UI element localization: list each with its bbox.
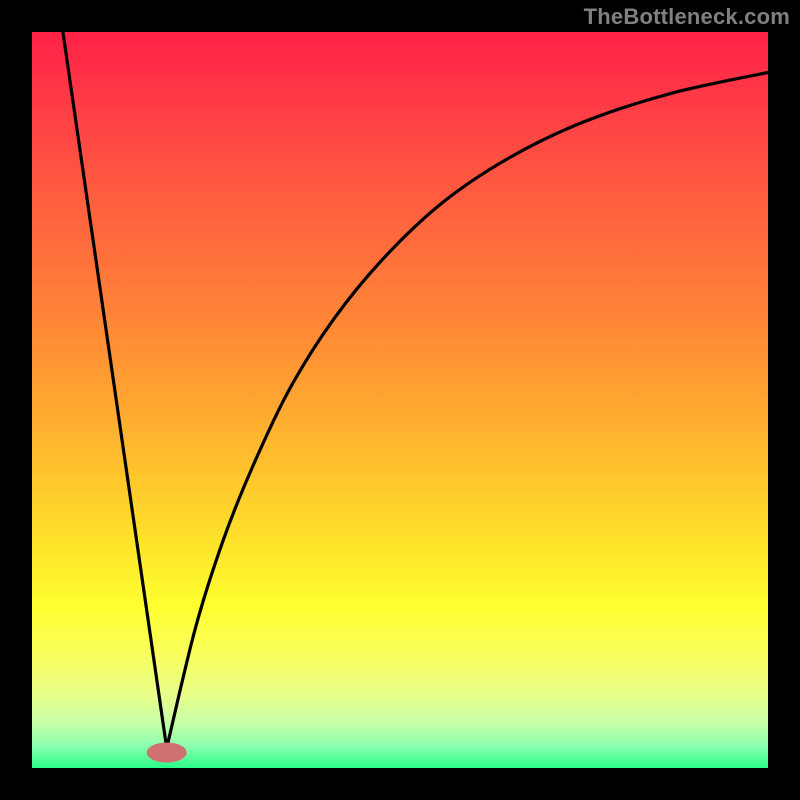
chart-svg: [0, 0, 800, 800]
watermark-text: TheBottleneck.com: [584, 4, 790, 30]
plot-background: [32, 32, 768, 768]
canvas: TheBottleneck.com: [0, 0, 800, 800]
sweet-spot-marker: [147, 743, 187, 763]
